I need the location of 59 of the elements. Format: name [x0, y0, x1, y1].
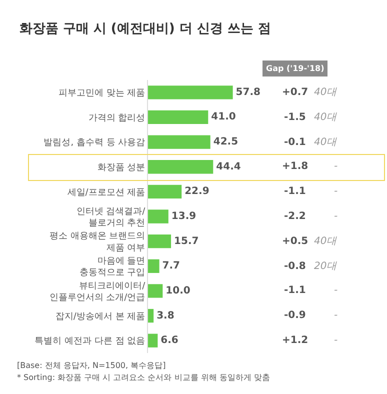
y-tick-label: 뷰티크리에이터/ 인플루언서의 소개/언급 — [49, 281, 146, 303]
text: 20대 — [314, 261, 338, 272]
text: * Sorting: 화장품 구매 시 고려요소 순서와 비교를 위해 동일하게 맞춤 — [17, 373, 270, 382]
text: 40대 — [314, 112, 338, 123]
bar — [148, 86, 233, 100]
text: -2.2 — [284, 211, 306, 222]
y-tick-label: 특별히 예전과 다른 점 없음 — [34, 336, 146, 347]
data-label: 3.8 — [156, 310, 174, 322]
bar — [148, 234, 172, 248]
text: +1.2 — [282, 335, 308, 346]
y-tick-label: 인터넷 검색결과/ 블로거의 추천 — [76, 206, 146, 228]
bar — [148, 160, 214, 174]
y-tick-label: 피부고민에 맞는 제품 — [58, 88, 146, 99]
data-label: 7.7 — [162, 260, 180, 272]
y-tick-label: 가격의 합리성 — [88, 113, 146, 124]
text: +1.8 — [282, 161, 308, 172]
y-tick-label: 발림성, 흡수력 등 사용감 — [44, 138, 146, 148]
y-tick-label: 잡지/방송에서 본 제품 — [55, 312, 146, 322]
text: [Base: 전체 응답자, N=1500, 복수응답] — [17, 361, 166, 370]
text: 40대 — [314, 87, 338, 98]
text: 40대 — [314, 236, 338, 247]
data-label: 6.6 — [160, 335, 178, 346]
text: -0.9 — [284, 310, 306, 321]
text: -1.1 — [284, 186, 306, 197]
data-label: 22.9 — [184, 186, 210, 198]
text: -0.8 — [284, 261, 306, 272]
y-tick-label: 화장품 성분 — [97, 163, 146, 174]
bar — [148, 135, 210, 149]
bar — [148, 259, 160, 273]
text: - — [334, 335, 338, 346]
data-label: 41.0 — [211, 112, 236, 123]
bar — [148, 308, 154, 323]
text: - — [334, 186, 338, 197]
chart-title: 화장품 구매 시 (예전대비) 더 신경 쓰는 점 — [19, 22, 271, 37]
data-label: 44.4 — [216, 161, 241, 172]
text: - — [334, 161, 338, 172]
text: - — [334, 310, 338, 321]
bar — [148, 210, 168, 224]
data-label: 57.8 — [236, 86, 261, 98]
text: - — [334, 285, 338, 296]
y-tick-label: 평소 애용해온 브랜드의 제품 여부 — [49, 232, 146, 254]
text: +0.7 — [282, 87, 308, 98]
data-label: 10.0 — [166, 285, 190, 296]
data-label: 13.9 — [171, 210, 196, 222]
data-label: 15.7 — [174, 236, 199, 247]
text: - — [334, 211, 338, 222]
bar — [148, 334, 158, 348]
bar — [148, 284, 163, 298]
text: Gap ('19-'18) — [266, 64, 324, 73]
text: -0.1 — [284, 137, 306, 148]
text: +0.5 — [282, 236, 308, 247]
text: -1.1 — [284, 285, 306, 296]
text: 40대 — [314, 137, 338, 148]
data-label: 42.5 — [213, 136, 238, 148]
bar — [148, 184, 182, 199]
y-tick-label: 마음에 들면 충동적으로 구입 — [79, 256, 146, 278]
text: -1.5 — [284, 112, 306, 123]
y-tick-label: 세일/프로모션 제품 — [67, 188, 146, 198]
bar — [148, 110, 208, 124]
